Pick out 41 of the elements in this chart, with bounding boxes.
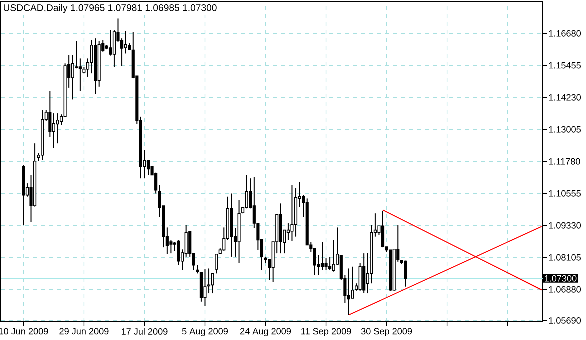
- y-tick-label: 1.06880: [549, 286, 582, 293]
- y-tick-label: 1.10555: [549, 190, 581, 197]
- candlestick: [52, 113, 56, 149]
- y-tick-label: 1.05690: [549, 317, 582, 324]
- y-tick-label: 1.16680: [549, 30, 582, 37]
- candlestick: [146, 160, 150, 176]
- y-tick-label: 1.14230: [549, 94, 582, 101]
- candlestick: [347, 268, 351, 316]
- candlestick: [109, 30, 112, 56]
- candlestick: [56, 113, 60, 144]
- x-tick-label: 5 Aug 2009: [182, 328, 228, 336]
- candlestick: [170, 240, 173, 254]
- y-tick-label: 1.11780: [549, 158, 580, 165]
- x-tick-label: 30 Sep 2009: [361, 328, 412, 336]
- x-tick-label: 17 Jul 2009: [122, 328, 168, 335]
- candlestick: [207, 268, 211, 294]
- x-tick-label: 24 Aug 2009: [240, 328, 292, 336]
- candlestick: [320, 242, 324, 271]
- y-tick-label: 1.09330: [549, 222, 582, 229]
- candlestick: [290, 184, 294, 242]
- candlestick: [124, 30, 128, 54]
- candlestick: [211, 273, 214, 294]
- y-tick-label: 1.13005: [549, 126, 581, 133]
- candlestick: [204, 268, 207, 307]
- candlestick: [328, 256, 332, 271]
- candlestick: [404, 260, 408, 288]
- candlestick: [381, 210, 385, 248]
- y-tick-label: 1.08105: [549, 254, 581, 261]
- candlestick: [313, 248, 316, 276]
- chart-title: USDCAD,Daily 1.07965 1.07981 1.06985 1.07300: [4, 4, 217, 14]
- candlestick: [215, 254, 218, 274]
- candlestick: [245, 174, 248, 210]
- ref-line-label: 1.07300: [545, 275, 577, 282]
- candlestick: [362, 253, 366, 294]
- candlestick: [48, 90, 52, 138]
- candlestick: [324, 258, 328, 271]
- x-tick-label: 11 Sep 2009: [302, 328, 352, 336]
- candlestick: [358, 262, 362, 292]
- x-tick-label: 29 Jun 2009: [60, 328, 109, 335]
- y-tick-label: 1.15455: [549, 62, 581, 69]
- candlestick: [78, 58, 82, 92]
